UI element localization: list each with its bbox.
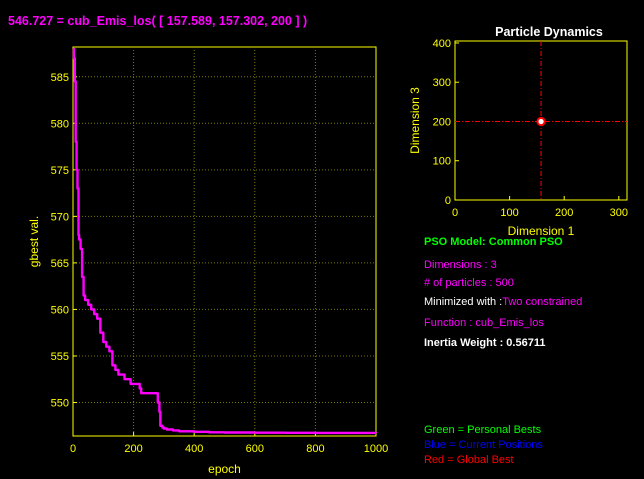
- particle-x-tick-label-0: 0: [452, 207, 458, 219]
- convergence-y-axis-label: gbest val.: [27, 216, 41, 267]
- particles-text: # of particles : 500: [424, 277, 514, 290]
- convergence-plot-area: [72, 46, 377, 437]
- particle-title: Particle Dynamics: [495, 25, 603, 39]
- convergence-x-tick-label-3: 600: [246, 443, 264, 455]
- inertia-text: Inertia Weight : 0.56711: [424, 337, 545, 350]
- particles-label: # of particles : 500: [424, 277, 514, 289]
- particle-y-tick-label-2: 200: [433, 116, 451, 128]
- legend-current-label: Blue = Current Positions: [424, 439, 543, 451]
- convergence-y-tick-label-2: 560: [51, 304, 69, 316]
- particle-y-tick-label-1: 100: [433, 156, 451, 168]
- minimized-label: Minimized with :: [424, 296, 503, 308]
- pso-model-label: PSO Model: Common PSO: [424, 236, 563, 248]
- function-label: Function : cub_Emis_los: [424, 317, 544, 329]
- particle-x-tick-label-2: 200: [555, 207, 573, 219]
- convergence-x-axis-label: epoch: [208, 462, 241, 476]
- particle-x-axis-label: Dimension 1: [508, 224, 575, 238]
- dimensions-label: Dimensions : 3: [424, 259, 497, 271]
- legend-personal-bests: Green = Personal Bests: [424, 424, 541, 437]
- particle-y-tick-label-4: 400: [433, 38, 451, 50]
- minimized-value: Two constrained: [502, 296, 583, 308]
- particle-x-tick-label-1: 100: [500, 207, 518, 219]
- pso-model-text: PSO Model: Common PSO: [424, 236, 563, 249]
- convergence-y-tick-label-5: 575: [51, 165, 69, 177]
- convergence-x-tick-label-4: 800: [306, 443, 324, 455]
- legend-global-best: Red = Global Best: [424, 454, 514, 467]
- gbest-trace-line: [72, 47, 378, 435]
- legend-current-positions: Blue = Current Positions: [424, 439, 543, 452]
- convergence-x-tick-label-0: 0: [70, 443, 76, 455]
- convergence-y-tick-label-1: 555: [51, 351, 69, 363]
- convergence-x-tick-label-5: 1000: [364, 443, 388, 455]
- convergence-x-tick-label-1: 200: [124, 443, 142, 455]
- global-best-point-0: [536, 116, 546, 127]
- convergence-y-tick-label-3: 565: [51, 258, 69, 270]
- legend-personal-label: Green = Personal Bests: [424, 424, 542, 436]
- convergence-x-tick-label-2: 400: [185, 443, 203, 455]
- particle-y-tick-label-0: 0: [445, 195, 451, 207]
- convergence-y-tick-label-0: 550: [51, 397, 69, 409]
- function-text: Function : cub_Emis_los: [424, 317, 544, 330]
- particle-x-tick-label-3: 300: [610, 207, 628, 219]
- legend-global-label: Red = Global Best: [424, 454, 514, 466]
- dimensions-text: Dimensions : 3: [424, 259, 497, 272]
- convergence-y-tick-label-7: 585: [51, 72, 69, 84]
- particle-y-axis-label: Dimension 3: [408, 87, 422, 154]
- convergence-y-tick-label-6: 580: [51, 118, 69, 130]
- convergence-title: 546.727 = cub_Emis_los( [ 157.589, 157.3…: [8, 14, 307, 28]
- minimized-text: Minimized with :Two constrained: [424, 296, 582, 309]
- convergence-y-tick-label-4: 570: [51, 211, 69, 223]
- inertia-label: Inertia Weight : 0.56711: [424, 337, 546, 349]
- particle-y-tick-label-3: 300: [433, 77, 451, 89]
